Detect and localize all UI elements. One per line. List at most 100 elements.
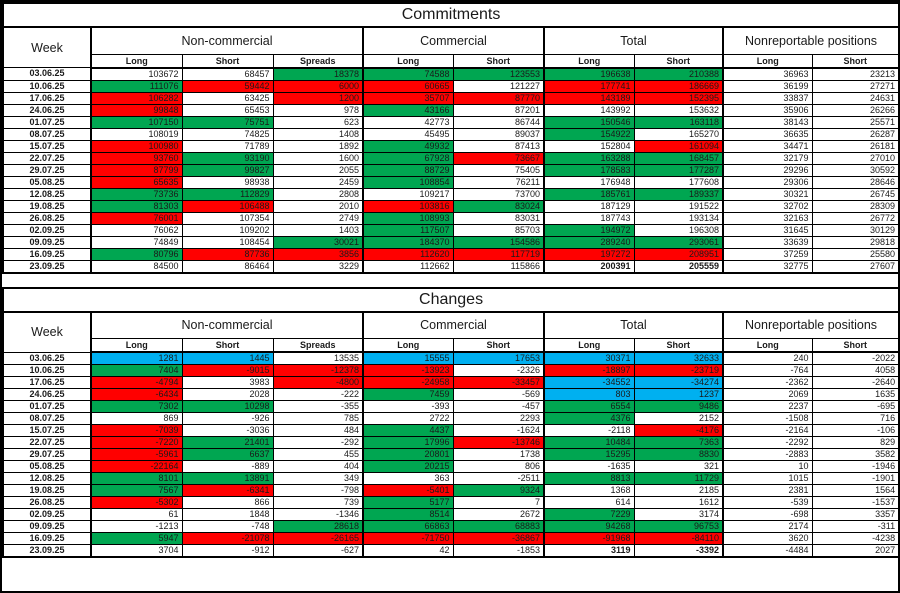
week-cell[interactable]: 02.09.25 <box>2 223 92 237</box>
value-cell[interactable]: 26772 <box>811 211 898 225</box>
week-cell[interactable]: 12.08.25 <box>2 187 92 201</box>
value-cell[interactable]: 68883 <box>452 520 545 533</box>
value-cell[interactable]: 189337 <box>633 187 724 201</box>
value-cell[interactable]: 3174 <box>633 508 724 521</box>
value-cell[interactable]: 75751 <box>181 115 274 129</box>
value-cell[interactable]: 8830 <box>633 448 724 461</box>
value-cell[interactable]: -1537 <box>811 496 898 509</box>
week-cell[interactable]: 12.08.25 <box>2 472 92 485</box>
value-cell[interactable]: -4794 <box>90 376 183 389</box>
value-cell[interactable]: -34274 <box>633 376 724 389</box>
value-cell[interactable]: 153632 <box>633 103 724 117</box>
value-cell[interactable]: 8101 <box>90 472 183 485</box>
week-cell[interactable]: 29.07.25 <box>2 448 92 461</box>
week-cell[interactable]: 26.08.25 <box>2 496 92 509</box>
value-cell[interactable]: 27010 <box>811 151 898 165</box>
week-cell[interactable]: 09.09.25 <box>2 235 92 249</box>
value-cell[interactable]: 87201 <box>452 103 545 117</box>
value-cell[interactable]: 154922 <box>543 127 635 141</box>
value-cell[interactable]: -457 <box>452 400 545 413</box>
value-cell[interactable]: 86744 <box>452 115 545 129</box>
value-cell[interactable]: 65635 <box>90 175 183 189</box>
value-cell[interactable]: -2326 <box>452 364 545 377</box>
value-cell[interactable]: -1213 <box>90 520 183 533</box>
value-cell[interactable]: 108454 <box>181 235 274 249</box>
value-cell[interactable]: 3704 <box>90 544 183 558</box>
value-cell[interactable]: 2185 <box>633 484 724 497</box>
value-cell[interactable]: -2164 <box>722 424 813 437</box>
value-cell[interactable]: 2808 <box>272 187 364 201</box>
value-cell[interactable]: 29306 <box>722 175 813 189</box>
value-cell[interactable]: 76001 <box>90 211 183 225</box>
value-cell[interactable]: 2381 <box>722 484 813 497</box>
value-cell[interactable]: 349 <box>272 472 364 485</box>
value-cell[interactable]: 37259 <box>722 247 813 261</box>
value-cell[interactable]: 4437 <box>362 424 454 437</box>
value-cell[interactable]: 197272 <box>543 247 635 261</box>
value-cell[interactable]: -12378 <box>272 364 364 377</box>
value-cell[interactable]: 194972 <box>543 223 635 237</box>
value-cell[interactable]: -1346 <box>272 508 364 521</box>
value-cell[interactable]: 3582 <box>811 448 898 461</box>
value-cell[interactable]: 7 <box>452 496 545 509</box>
value-cell[interactable]: 196308 <box>633 223 724 237</box>
value-cell[interactable]: 121227 <box>452 79 545 93</box>
value-cell[interactable]: -1508 <box>722 412 813 425</box>
value-cell[interactable]: 484 <box>272 424 364 437</box>
value-cell[interactable]: 196638 <box>543 67 635 81</box>
value-cell[interactable]: -1635 <box>543 460 635 473</box>
week-cell[interactable]: 03.06.25 <box>2 351 92 365</box>
value-cell[interactable]: 7229 <box>543 508 635 521</box>
value-cell[interactable]: 8514 <box>362 508 454 521</box>
value-cell[interactable]: 28646 <box>811 175 898 189</box>
value-cell[interactable]: 785 <box>272 412 364 425</box>
value-cell[interactable]: 6554 <box>543 400 635 413</box>
value-cell[interactable]: -7039 <box>90 424 183 437</box>
value-cell[interactable]: 36635 <box>722 127 813 141</box>
value-cell[interactable]: 4376 <box>543 412 635 425</box>
value-cell[interactable]: 716 <box>811 412 898 425</box>
value-cell[interactable]: -26165 <box>272 532 364 545</box>
value-cell[interactable]: -4238 <box>811 532 898 545</box>
value-cell[interactable]: 100980 <box>90 139 183 153</box>
value-cell[interactable]: -798 <box>272 484 364 497</box>
value-cell[interactable]: 2010 <box>272 199 364 213</box>
value-cell[interactable]: 27271 <box>811 79 898 93</box>
value-cell[interactable]: 59442 <box>181 79 274 93</box>
week-cell[interactable]: 26.08.25 <box>2 211 92 225</box>
value-cell[interactable]: 85703 <box>452 223 545 237</box>
value-cell[interactable]: 45495 <box>362 127 454 141</box>
value-cell[interactable]: 3620 <box>722 532 813 545</box>
week-cell[interactable]: 24.06.25 <box>2 103 92 117</box>
value-cell[interactable]: 9486 <box>633 400 724 413</box>
value-cell[interactable]: 2028 <box>181 388 274 401</box>
value-cell[interactable]: 187743 <box>543 211 635 225</box>
value-cell[interactable]: 87413 <box>452 139 545 153</box>
week-cell[interactable]: 23.09.25 <box>2 544 92 558</box>
value-cell[interactable]: -23719 <box>633 364 724 377</box>
value-cell[interactable]: 289240 <box>543 235 635 249</box>
value-cell[interactable]: 73736 <box>90 187 183 201</box>
value-cell[interactable]: 193134 <box>633 211 724 225</box>
week-cell[interactable]: 15.07.25 <box>2 139 92 153</box>
week-cell[interactable]: 03.06.25 <box>2 67 92 81</box>
value-cell[interactable]: 803 <box>543 388 635 401</box>
value-cell[interactable]: -33457 <box>452 376 545 389</box>
value-cell[interactable]: 191522 <box>633 199 724 213</box>
value-cell[interactable]: -695 <box>811 400 898 413</box>
value-cell[interactable]: 89037 <box>452 127 545 141</box>
value-cell[interactable]: -84110 <box>633 532 724 545</box>
week-cell[interactable]: 01.07.25 <box>2 400 92 413</box>
week-cell[interactable]: 22.07.25 <box>2 151 92 165</box>
value-cell[interactable]: 7404 <box>90 364 183 377</box>
value-cell[interactable]: -13923 <box>362 364 454 377</box>
value-cell[interactable]: 36963 <box>722 67 813 81</box>
week-cell[interactable]: 10.06.25 <box>2 364 92 377</box>
value-cell[interactable]: 623 <box>272 115 364 129</box>
value-cell[interactable]: 103672 <box>90 67 183 81</box>
value-cell[interactable]: 240 <box>722 351 813 365</box>
value-cell[interactable]: 32163 <box>722 211 813 225</box>
value-cell[interactable]: 154586 <box>452 235 545 249</box>
value-cell[interactable]: 24631 <box>811 91 898 105</box>
value-cell[interactable]: -627 <box>272 544 364 558</box>
